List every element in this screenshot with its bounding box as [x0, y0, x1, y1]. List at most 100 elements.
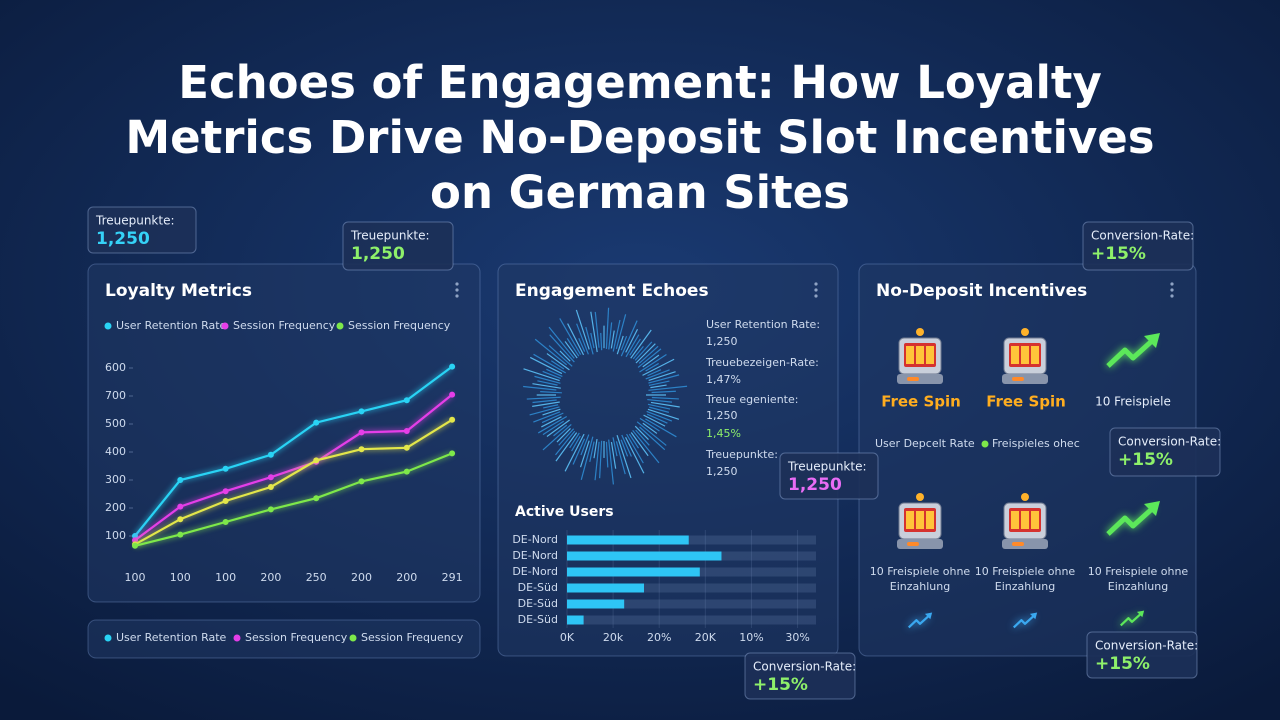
- x-tick-label: 100: [170, 571, 191, 584]
- slot-reel: [1011, 511, 1019, 529]
- metric-label: Treuepunkte:: [705, 448, 778, 461]
- badge-value: +15%: [1091, 244, 1146, 264]
- panel-title: Active Users: [515, 504, 614, 520]
- data-point: [267, 451, 274, 458]
- slot-reel: [1031, 511, 1039, 529]
- legend-swatch: [221, 322, 229, 330]
- slot-button: [1012, 542, 1024, 546]
- y-tick-label: 600: [105, 361, 126, 374]
- slot-base: [897, 539, 943, 549]
- x-tick-label: 200: [260, 571, 281, 584]
- legend-label: Session Frequency: [233, 319, 336, 332]
- burst-ray: [621, 434, 632, 457]
- burst-ray: [555, 432, 578, 462]
- bar: [567, 599, 625, 609]
- incentive-label: Einzahlung: [1108, 580, 1168, 593]
- slot-reel: [926, 511, 934, 529]
- burst-ray: [590, 311, 598, 353]
- burst-ray: [642, 354, 660, 368]
- legend-label: Session Frequency: [348, 319, 451, 332]
- badge-value: 1,250: [96, 229, 150, 249]
- burst-ray: [549, 334, 575, 363]
- x-tick-label: 291: [442, 571, 463, 584]
- burst-ray: [647, 403, 671, 410]
- burst-ray: [650, 401, 680, 408]
- badge-value: +15%: [1118, 450, 1173, 470]
- badge-value: 1,250: [788, 475, 842, 495]
- burst-ray: [630, 329, 652, 359]
- slot-button: [907, 377, 919, 381]
- slot-reel: [926, 346, 934, 364]
- trend-arrow: [1012, 614, 1035, 629]
- x-tick-label: 100: [125, 571, 146, 584]
- legend-swatch: [233, 634, 241, 642]
- burst-ray: [610, 441, 617, 469]
- burst-ray: [605, 441, 609, 468]
- legend-swatch: [104, 322, 112, 330]
- burst-ray: [559, 350, 571, 362]
- burst-ray: [559, 318, 582, 355]
- data-point: [358, 429, 365, 436]
- incentive-label: 10 Freispiele: [1095, 395, 1171, 409]
- burst-ray: [558, 428, 575, 446]
- trend-arrow-head: [1144, 501, 1160, 516]
- badge: [779, 452, 879, 500]
- data-point: [403, 428, 410, 434]
- burst-ray: [542, 420, 565, 436]
- data-point: [222, 498, 229, 504]
- legend-swatch: [349, 634, 357, 642]
- burst-ray: [626, 433, 644, 464]
- slot-light: [916, 493, 924, 501]
- menu-icon[interactable]: [455, 282, 459, 298]
- data-point: [313, 419, 320, 426]
- metric-label: Treue egeniente:: [705, 393, 798, 406]
- burst-ray: [600, 332, 603, 351]
- x-tick-label: 20%: [647, 631, 671, 644]
- y-tick-label: 500: [105, 417, 126, 430]
- slot-icon: [897, 328, 943, 384]
- x-tick-label: 20K: [695, 631, 717, 644]
- burst-ray: [556, 428, 571, 443]
- data-point: [449, 416, 456, 423]
- burst-ray: [639, 353, 667, 373]
- slot-icon: [1002, 328, 1048, 384]
- bar: [567, 583, 645, 593]
- burst-ray: [648, 371, 676, 382]
- page-title: on German Sites: [430, 166, 850, 219]
- burst-ray: [608, 322, 613, 350]
- note-dot: [981, 440, 989, 448]
- burst-ray: [532, 383, 561, 389]
- badge: [1082, 221, 1194, 271]
- burst-ray: [647, 369, 662, 377]
- badge: [1109, 427, 1221, 477]
- badge: [1086, 631, 1198, 679]
- burst-ray: [543, 404, 559, 409]
- burst-ray: [534, 338, 568, 366]
- menu-icon[interactable]: [814, 282, 818, 298]
- data-point: [132, 537, 138, 544]
- burst-ray: [566, 338, 580, 357]
- burst-ray: [576, 323, 589, 355]
- burst-ray: [616, 335, 624, 355]
- menu-icon[interactable]: [1170, 282, 1174, 298]
- bar: [567, 551, 722, 561]
- slot-reel: [916, 346, 924, 364]
- panel: [87, 263, 481, 603]
- panel-title: Engagement Echoes: [515, 281, 709, 301]
- bar: [567, 567, 700, 577]
- slot-base: [1002, 374, 1048, 384]
- metric-value: 1,250: [706, 335, 738, 348]
- data-point: [358, 446, 365, 453]
- badge-label: Treuepunkte:: [350, 229, 430, 243]
- burst-ray: [541, 416, 562, 428]
- page-title: Echoes of Engagement: How Loyalty: [178, 56, 1102, 109]
- y-tick-label: 200: [105, 501, 126, 514]
- bar: [567, 615, 584, 625]
- burst-ray: [578, 338, 586, 352]
- burst-ray: [564, 341, 578, 359]
- slot-reel: [1031, 346, 1039, 364]
- metric-value: 1,250: [706, 409, 738, 422]
- burst-ray: [629, 338, 641, 356]
- series-line: [134, 365, 453, 537]
- slot-icon: [897, 493, 943, 549]
